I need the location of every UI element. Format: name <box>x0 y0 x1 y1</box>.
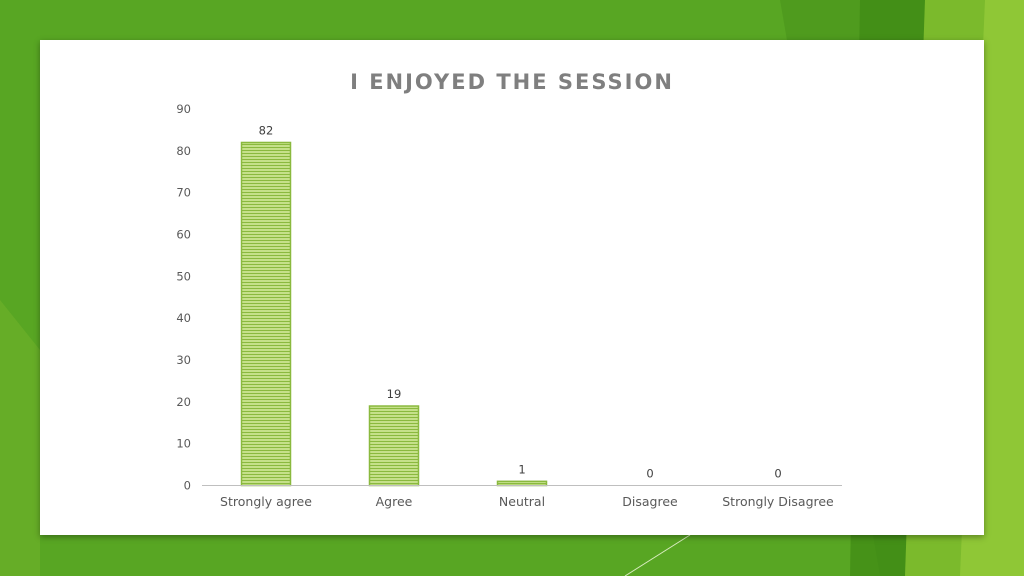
y-tick-label: 20 <box>176 395 191 409</box>
data-label: 19 <box>387 387 402 401</box>
chart-card: I ENJOYED THE SESSION 0 10 20 30 40 50 60 70 80 9… <box>40 40 984 535</box>
category-label: Strongly Disagree <box>722 494 834 509</box>
y-tick-label: 30 <box>176 353 191 367</box>
data-label: 82 <box>259 123 274 137</box>
category-labels: Strongly agree Agree Neutral Disagree Strong… <box>220 494 834 509</box>
y-tick-label: 80 <box>176 144 191 158</box>
y-tick-label: 10 <box>176 437 191 451</box>
bar <box>368 405 420 487</box>
y-tick-label: 0 <box>184 479 191 493</box>
data-label: 0 <box>646 467 653 481</box>
chart-title: I ENJOYED THE SESSION <box>350 70 674 94</box>
category-label: Agree <box>376 494 413 509</box>
data-label: 1 <box>518 462 525 476</box>
category-label: Disagree <box>622 494 678 509</box>
y-tick-label: 50 <box>176 269 191 283</box>
y-tick-label: 40 <box>176 311 191 325</box>
y-tick-label: 60 <box>176 228 191 242</box>
y-tick-label: 70 <box>176 186 191 200</box>
y-axis-ticks: 0 10 20 30 40 50 60 70 80 90 <box>176 102 191 493</box>
category-label: Neutral <box>499 494 545 509</box>
bar <box>496 480 548 487</box>
data-label: 0 <box>774 467 781 481</box>
bar-chart: I ENJOYED THE SESSION 010203040506070809… <box>176 70 842 509</box>
category-label: Strongly agree <box>220 494 312 509</box>
bar <box>240 141 292 487</box>
bars: 82 19 1 0 0 <box>240 123 782 487</box>
y-tick-label: 90 <box>176 102 191 116</box>
